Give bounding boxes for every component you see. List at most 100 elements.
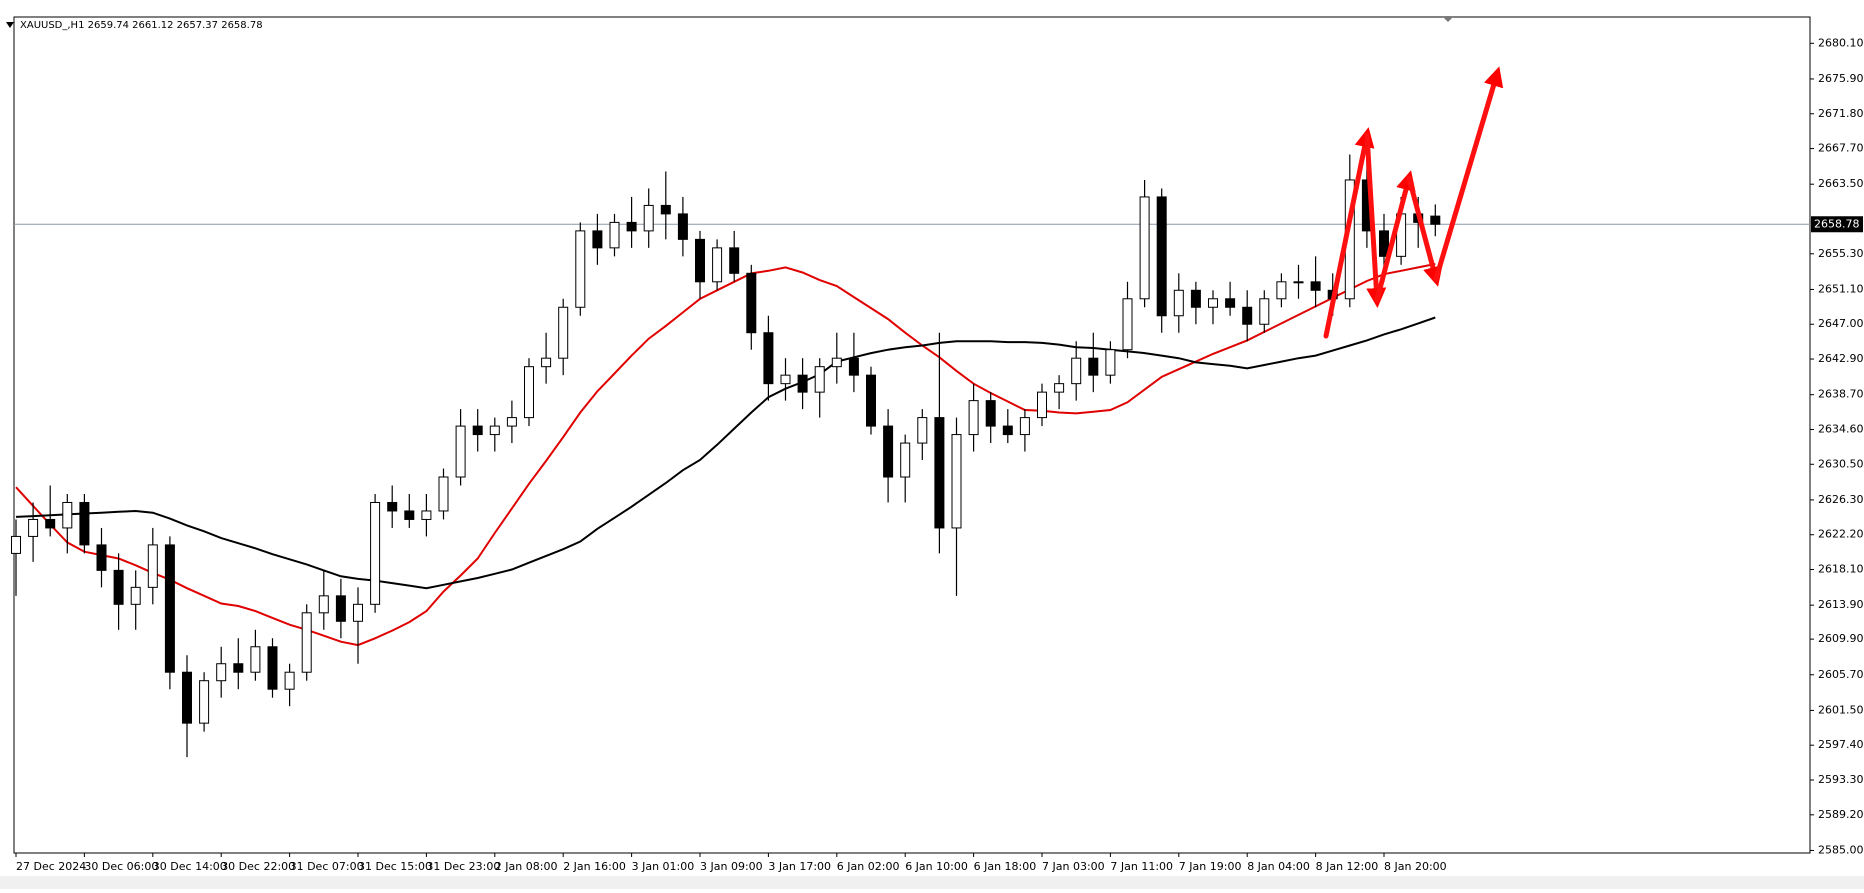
candle-body [1105, 349, 1116, 376]
y-tick-label: 2630.50 [1818, 457, 1864, 470]
arrow [1433, 66, 1504, 282]
candle-body [113, 569, 124, 605]
candle-body [934, 417, 945, 529]
x-tick-label: 6 Jan 18:00 [974, 860, 1037, 873]
candle-body [1276, 281, 1287, 300]
y-tick-label: 2609.90 [1818, 632, 1864, 645]
y-tick-label: 2675.90 [1818, 72, 1864, 85]
candle-body [575, 230, 586, 308]
candle-body [335, 595, 346, 622]
candle-body [421, 510, 432, 520]
y-tick-label: 2651.10 [1818, 282, 1864, 295]
candle-body [1088, 357, 1099, 376]
candle-body [1208, 298, 1218, 308]
x-tick-label: 2 Jan 16:00 [563, 860, 626, 873]
x-tick-label: 3 Jan 09:00 [700, 860, 763, 873]
candle-body [831, 357, 842, 368]
candle-body [1190, 289, 1201, 308]
plot-frame [13, 16, 1811, 854]
candle-body [45, 518, 56, 529]
x-tick-label: 27 Dec 2024 [16, 860, 86, 873]
x-tick-label: 3 Jan 01:00 [632, 860, 695, 873]
candle-body [472, 425, 483, 436]
y-tick-label: 2647.00 [1818, 317, 1864, 330]
x-tick-label: 30 Dec 22:00 [221, 860, 295, 873]
candle-body [96, 544, 107, 571]
candle-body [250, 646, 261, 673]
candle-body [1225, 298, 1236, 308]
candle-body [1242, 306, 1253, 325]
candle-body [814, 366, 825, 393]
price-label-box [1811, 216, 1863, 233]
candle-body [712, 247, 723, 283]
candle-body [729, 247, 740, 274]
y-tick-label: 2680.10 [1818, 36, 1864, 49]
candle-body [797, 374, 808, 393]
price-label: 2658.78 [1814, 217, 1860, 230]
candle-body [182, 671, 192, 724]
candle-body [746, 272, 757, 334]
candle-body [1379, 230, 1389, 257]
candle-body [780, 374, 791, 385]
y-tick-label: 2638.70 [1818, 388, 1864, 401]
x-tick-label: 7 Jan 03:00 [1042, 860, 1105, 873]
candle-body [1430, 215, 1441, 225]
candle-body [1293, 281, 1304, 284]
x-tick-label: 30 Dec 06:00 [84, 860, 158, 873]
candle-body [284, 671, 295, 690]
candle-body [917, 417, 928, 444]
y-tick-label: 2593.30 [1818, 773, 1864, 786]
x-tick-label: 30 Dec 14:00 [153, 860, 227, 873]
candle-body [558, 306, 569, 359]
candle-body [900, 442, 911, 478]
candle-body [848, 357, 859, 376]
candle-body [763, 332, 774, 385]
x-tick-label: 7 Jan 19:00 [1179, 860, 1242, 873]
menu-triangle[interactable] [6, 22, 14, 28]
candle-body [985, 400, 996, 427]
candle-body [233, 663, 244, 673]
candle-body [11, 535, 21, 554]
y-tick-label: 2585.00 [1818, 843, 1864, 856]
candle-body [1071, 357, 1082, 385]
candle-body [506, 417, 517, 427]
x-tick-label: 3 Jan 17:00 [768, 860, 831, 873]
candle-body [1054, 383, 1065, 393]
y-tick-label: 2655.30 [1818, 247, 1864, 260]
candle-body [1259, 298, 1270, 325]
candle-body [164, 544, 175, 673]
candle-body [1310, 281, 1321, 291]
candle-body [370, 501, 381, 605]
candle-body [643, 204, 654, 232]
candle-body [695, 238, 705, 283]
candle-body [592, 230, 603, 249]
candle-body [524, 366, 534, 419]
x-tick-label: 7 Jan 11:00 [1110, 860, 1173, 873]
candle-body [489, 425, 500, 436]
y-tick-label: 2671.80 [1818, 107, 1864, 120]
candle-body [1139, 196, 1150, 300]
x-tick-label: 2 Jan 08:00 [495, 860, 558, 873]
candle-body [1037, 391, 1047, 419]
candle-body [62, 501, 73, 529]
candle-body [353, 603, 363, 622]
bottom-strip [0, 876, 1864, 889]
candle-body [1122, 298, 1133, 351]
candle-body [626, 221, 637, 232]
candle-body [404, 510, 415, 520]
candle-body [387, 501, 398, 512]
y-tick-label: 2613.90 [1818, 598, 1864, 611]
candle-body [866, 374, 876, 427]
candle-body [660, 204, 671, 215]
y-tick-label: 2663.50 [1818, 177, 1864, 190]
arrow [1364, 132, 1387, 308]
hand-drawn-arrows [1323, 66, 1504, 339]
arrow [1406, 175, 1443, 287]
x-tick-label: 31 Dec 15:00 [358, 860, 432, 873]
candle-body [1173, 289, 1184, 317]
candle-body [147, 544, 158, 588]
candle-body [1019, 417, 1030, 436]
candle-body [541, 357, 552, 368]
candle-body [455, 425, 466, 478]
